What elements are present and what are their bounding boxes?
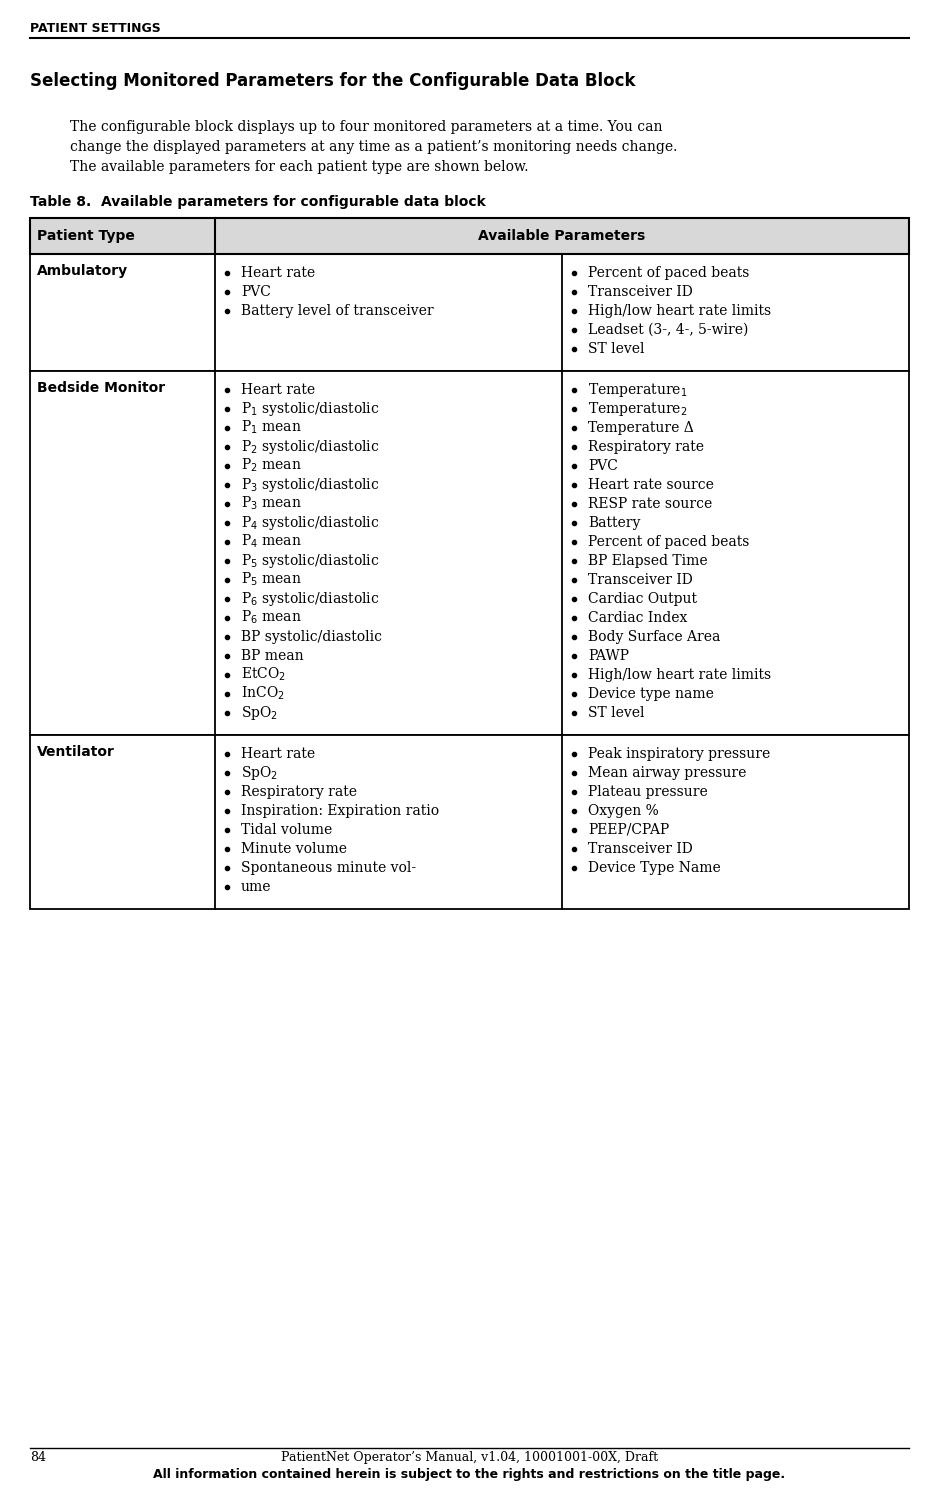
- Text: Respiratory rate: Respiratory rate: [241, 784, 357, 799]
- Text: Temperature$_1$: Temperature$_1$: [588, 381, 687, 399]
- Text: Percent of paced beats: Percent of paced beats: [588, 534, 749, 549]
- Text: P$_1$ systolic/diastolic: P$_1$ systolic/diastolic: [241, 400, 379, 418]
- Text: Plateau pressure: Plateau pressure: [588, 784, 708, 799]
- Bar: [30, 219, 909, 254]
- Text: InCO$_2$: InCO$_2$: [241, 684, 285, 702]
- Text: ST level: ST level: [588, 705, 644, 720]
- Text: Heart rate source: Heart rate source: [588, 478, 714, 491]
- Text: PATIENT SETTINGS: PATIENT SETTINGS: [30, 22, 161, 36]
- Text: Spontaneous minute vol-: Spontaneous minute vol-: [241, 860, 416, 875]
- Text: Respiratory rate: Respiratory rate: [588, 439, 704, 454]
- Text: Minute volume: Minute volume: [241, 842, 347, 856]
- Text: The available parameters for each patient type are shown below.: The available parameters for each patien…: [70, 161, 529, 174]
- Bar: [30, 735, 909, 909]
- Text: Percent of paced beats: Percent of paced beats: [588, 265, 749, 280]
- Text: P$_6$ mean: P$_6$ mean: [241, 609, 301, 626]
- Text: change the displayed parameters at any time as a patient’s monitoring needs chan: change the displayed parameters at any t…: [70, 140, 677, 153]
- Text: Inspiration: Expiration ratio: Inspiration: Expiration ratio: [241, 804, 439, 817]
- Text: All information contained herein is subject to the rights and restrictions on th: All information contained herein is subj…: [153, 1469, 786, 1481]
- Text: PAWP: PAWP: [588, 649, 629, 662]
- Text: PatientNet Operator’s Manual, v1.04, 10001001-00X, Draft: PatientNet Operator’s Manual, v1.04, 100…: [281, 1451, 658, 1464]
- Text: Temperature$_2$: Temperature$_2$: [588, 400, 687, 418]
- Text: Patient Type: Patient Type: [37, 229, 135, 243]
- Text: P$_2$ systolic/diastolic: P$_2$ systolic/diastolic: [241, 437, 379, 455]
- Text: P$_2$ mean: P$_2$ mean: [241, 457, 301, 475]
- Bar: [30, 254, 909, 371]
- Text: EtCO$_2$: EtCO$_2$: [241, 665, 286, 683]
- Text: Peak inspiratory pressure: Peak inspiratory pressure: [588, 747, 770, 760]
- Text: High/low heart rate limits: High/low heart rate limits: [588, 304, 771, 317]
- Text: P$_4$ systolic/diastolic: P$_4$ systolic/diastolic: [241, 513, 379, 531]
- Text: P$_6$ systolic/diastolic: P$_6$ systolic/diastolic: [241, 589, 379, 607]
- Text: P$_5$ mean: P$_5$ mean: [241, 571, 301, 588]
- Text: Device Type Name: Device Type Name: [588, 860, 721, 875]
- Text: ume: ume: [241, 879, 271, 894]
- Text: 84: 84: [30, 1451, 46, 1464]
- Text: Selecting Monitored Parameters for the Configurable Data Block: Selecting Monitored Parameters for the C…: [30, 71, 636, 89]
- Text: BP Elapsed Time: BP Elapsed Time: [588, 554, 708, 567]
- Text: Battery: Battery: [588, 515, 640, 530]
- Text: RESP rate source: RESP rate source: [588, 497, 713, 510]
- Text: Mean airway pressure: Mean airway pressure: [588, 765, 747, 780]
- Text: BP systolic/diastolic: BP systolic/diastolic: [241, 629, 382, 643]
- Text: Body Surface Area: Body Surface Area: [588, 629, 720, 643]
- Text: P$_3$ mean: P$_3$ mean: [241, 496, 301, 512]
- Text: Transceiver ID: Transceiver ID: [588, 842, 693, 856]
- Text: Transceiver ID: Transceiver ID: [588, 284, 693, 299]
- Text: Heart rate: Heart rate: [241, 747, 316, 760]
- Text: Available Parameters: Available Parameters: [478, 229, 646, 243]
- Text: PVC: PVC: [588, 458, 618, 473]
- Text: P$_3$ systolic/diastolic: P$_3$ systolic/diastolic: [241, 476, 379, 494]
- Text: Cardiac Index: Cardiac Index: [588, 610, 687, 625]
- Text: PEEP/CPAP: PEEP/CPAP: [588, 823, 670, 836]
- Text: Transceiver ID: Transceiver ID: [588, 573, 693, 586]
- Text: Oxygen %: Oxygen %: [588, 804, 659, 817]
- Text: Heart rate: Heart rate: [241, 382, 316, 396]
- Text: Table 8.  Available parameters for configurable data block: Table 8. Available parameters for config…: [30, 195, 485, 208]
- Text: Temperature Δ: Temperature Δ: [588, 421, 694, 434]
- Text: Leadset (3-, 4-, 5-wire): Leadset (3-, 4-, 5-wire): [588, 323, 748, 336]
- Text: Device type name: Device type name: [588, 686, 714, 701]
- Text: Battery level of transceiver: Battery level of transceiver: [241, 304, 434, 317]
- Text: ST level: ST level: [588, 342, 644, 356]
- Text: Ventilator: Ventilator: [37, 745, 115, 759]
- Text: Tidal volume: Tidal volume: [241, 823, 332, 836]
- Text: Bedside Monitor: Bedside Monitor: [37, 381, 165, 394]
- Text: SpO$_2$: SpO$_2$: [241, 704, 278, 722]
- Text: Heart rate: Heart rate: [241, 265, 316, 280]
- Text: P$_4$ mean: P$_4$ mean: [241, 533, 301, 551]
- Text: The configurable block displays up to four monitored parameters at a time. You c: The configurable block displays up to fo…: [70, 121, 663, 134]
- Text: P$_5$ systolic/diastolic: P$_5$ systolic/diastolic: [241, 552, 379, 570]
- Text: PVC: PVC: [241, 284, 270, 299]
- Text: BP mean: BP mean: [241, 649, 303, 662]
- Text: High/low heart rate limits: High/low heart rate limits: [588, 668, 771, 682]
- Text: Cardiac Output: Cardiac Output: [588, 592, 697, 606]
- Text: Ambulatory: Ambulatory: [37, 263, 128, 278]
- Text: P$_1$ mean: P$_1$ mean: [241, 418, 301, 436]
- Text: SpO$_2$: SpO$_2$: [241, 763, 278, 781]
- Bar: [30, 371, 909, 735]
